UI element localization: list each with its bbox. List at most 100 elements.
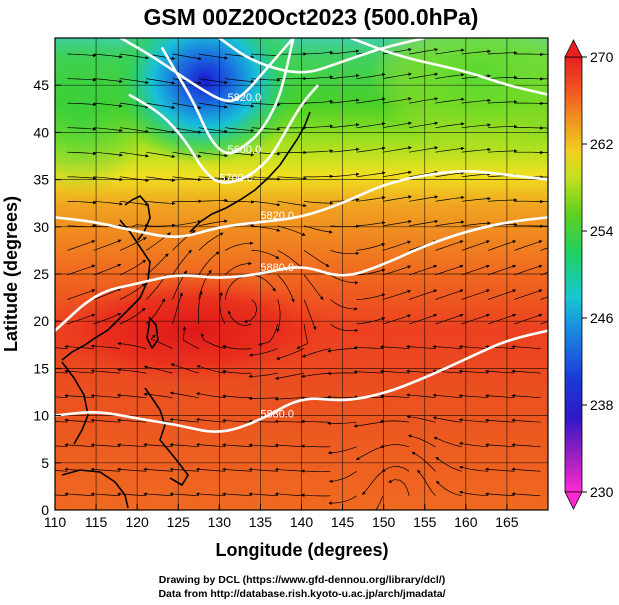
streamline <box>198 127 228 134</box>
streamline <box>219 291 226 325</box>
colorbar-body <box>564 56 583 493</box>
contour-label: 5700.0 <box>219 172 253 184</box>
y-tick-label: 40 <box>33 124 49 140</box>
x-tick-label: 160 <box>454 514 478 530</box>
credit-drawing: Drawing by DCL (https://www.gfd-dennou.o… <box>159 574 445 586</box>
streamline <box>382 195 412 202</box>
streamline <box>540 176 548 178</box>
streamline <box>119 200 150 207</box>
streamline <box>485 492 515 497</box>
x-tick-label: 150 <box>372 514 396 530</box>
colorbar-max-arrow <box>564 39 583 58</box>
streamline <box>540 127 548 129</box>
streamline <box>116 418 147 423</box>
streamline <box>461 196 491 202</box>
streamline <box>382 170 412 178</box>
streamline <box>195 443 226 448</box>
streamline <box>355 446 383 461</box>
streamline <box>432 416 462 423</box>
streamline <box>150 334 173 349</box>
streamline <box>487 264 517 276</box>
streamline <box>435 48 465 55</box>
vietnam-coast <box>61 361 89 445</box>
streamline <box>146 223 176 228</box>
streamline <box>461 221 491 227</box>
streamline <box>222 394 252 399</box>
colorbar-ticks: 270 262 254 246 238 230 <box>582 49 614 500</box>
streamline <box>432 393 462 399</box>
streamline <box>459 465 489 472</box>
streamline <box>55 396 68 399</box>
streamline <box>353 345 383 350</box>
streamline <box>303 99 334 104</box>
streamline <box>172 229 196 251</box>
streamline <box>64 492 94 497</box>
streamline <box>487 149 518 153</box>
streamline <box>303 274 324 301</box>
streamline <box>417 469 436 497</box>
streamline <box>251 250 280 259</box>
streamline <box>169 443 199 448</box>
chart-title: GSM 00Z20Oct2023 (500.0hPa) <box>144 4 479 30</box>
geopotential-contours: 5880.0 5880.0 5820.0 5700.0 5600.0 5820.0 <box>55 38 548 433</box>
streamline <box>406 369 436 374</box>
streamline <box>485 369 515 374</box>
streamline <box>200 333 226 349</box>
streamline <box>330 147 360 153</box>
streamline <box>119 237 147 251</box>
streamline <box>93 53 123 59</box>
streamline <box>382 289 412 300</box>
streamline <box>275 372 305 380</box>
streamline <box>67 102 97 107</box>
streamline <box>55 371 68 374</box>
streamline <box>514 52 544 57</box>
streamline <box>409 97 439 104</box>
streamline <box>540 321 548 325</box>
y-tick-label: 25 <box>33 266 49 282</box>
streamline <box>435 122 465 129</box>
streamline <box>511 418 541 423</box>
streamline <box>356 122 386 129</box>
wind-streamlines <box>55 47 548 510</box>
streamline <box>93 176 123 182</box>
streamline <box>382 219 412 227</box>
streamline <box>514 199 544 204</box>
streamline <box>379 419 410 424</box>
streamline <box>198 198 229 203</box>
streamline <box>511 467 541 472</box>
y-tick-label: 20 <box>33 313 49 329</box>
streamline <box>198 151 228 158</box>
streamline <box>198 78 228 85</box>
contour-line <box>218 38 426 74</box>
streamline <box>485 443 515 448</box>
streamline <box>487 289 517 300</box>
streamline <box>327 446 357 455</box>
streamline <box>198 102 228 109</box>
y-tick-label: 10 <box>33 408 49 424</box>
streamline <box>303 75 334 79</box>
streamline <box>382 97 412 104</box>
streamline <box>248 467 278 472</box>
credit-data-source: Data from http://database.rish.kyoto-u.a… <box>158 588 445 600</box>
streamline <box>198 232 224 251</box>
streamline <box>222 369 252 374</box>
streamline <box>458 369 489 374</box>
streamline <box>458 490 489 497</box>
streamline <box>540 225 548 227</box>
streamline <box>303 250 330 267</box>
x-axis: 110 115 120 125 130 135 140 145 150 155 160 165 <box>44 504 519 530</box>
streamline <box>248 443 278 448</box>
streamline <box>274 419 305 424</box>
streamline <box>328 495 357 505</box>
streamline <box>435 289 464 300</box>
streamline <box>67 176 97 180</box>
streamline <box>356 196 386 202</box>
streamline <box>119 102 149 109</box>
streamline <box>225 127 255 133</box>
streamline <box>487 51 518 55</box>
streamline <box>330 274 359 285</box>
colorbar-tick-label: 246 <box>590 310 614 326</box>
streamline <box>146 151 176 159</box>
streamline <box>514 264 543 276</box>
streamline <box>327 395 357 399</box>
